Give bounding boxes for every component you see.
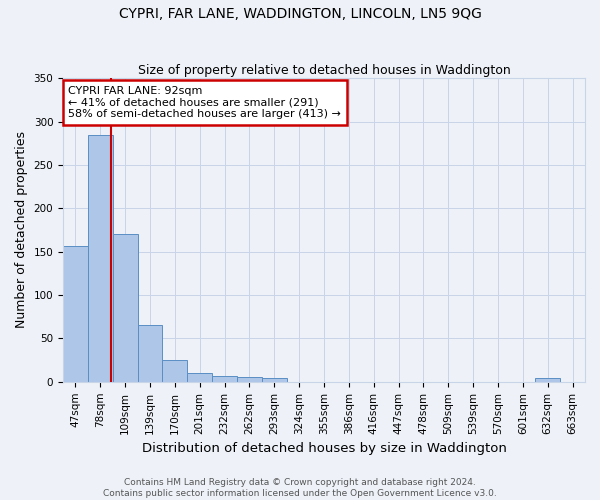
Bar: [262, 378, 287, 382]
Title: Size of property relative to detached houses in Waddington: Size of property relative to detached ho…: [137, 64, 511, 77]
Bar: [237, 378, 262, 382]
Bar: [535, 378, 560, 382]
Bar: [187, 373, 212, 382]
Text: Contains HM Land Registry data © Crown copyright and database right 2024.
Contai: Contains HM Land Registry data © Crown c…: [103, 478, 497, 498]
Bar: [212, 376, 237, 382]
Bar: [88, 134, 113, 382]
Text: CYPRI FAR LANE: 92sqm
← 41% of detached houses are smaller (291)
58% of semi-det: CYPRI FAR LANE: 92sqm ← 41% of detached …: [68, 86, 341, 119]
X-axis label: Distribution of detached houses by size in Waddington: Distribution of detached houses by size …: [142, 442, 506, 455]
Bar: [63, 246, 88, 382]
Bar: [137, 326, 163, 382]
Bar: [113, 234, 137, 382]
Y-axis label: Number of detached properties: Number of detached properties: [15, 132, 28, 328]
Text: CYPRI, FAR LANE, WADDINGTON, LINCOLN, LN5 9QG: CYPRI, FAR LANE, WADDINGTON, LINCOLN, LN…: [119, 8, 481, 22]
Bar: [163, 360, 187, 382]
